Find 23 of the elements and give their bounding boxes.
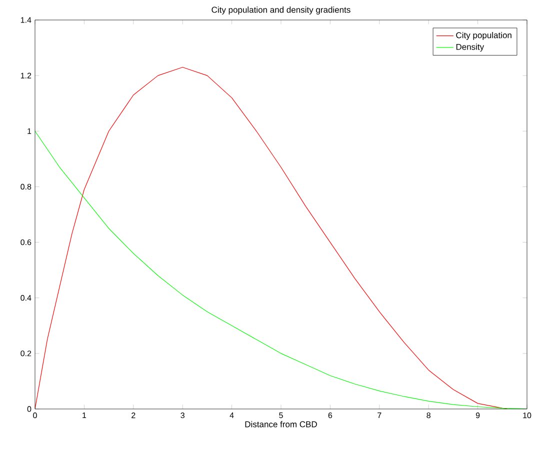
- x-tick-label: 7: [378, 412, 382, 418]
- y-tick-label: 0.6: [20, 239, 32, 246]
- x-tick-label: 9: [476, 412, 480, 418]
- x-tick-label: 0: [33, 412, 37, 418]
- x-tick-label: 4: [230, 412, 234, 418]
- x-tick-label: 2: [132, 412, 136, 418]
- y-tick-label: 1: [28, 128, 32, 134]
- y-tick-label: 0.4: [20, 295, 32, 301]
- chart-title: City population and density gradients: [212, 6, 350, 14]
- y-tick-label: 0.2: [20, 350, 32, 356]
- x-tick-label: 6: [328, 412, 332, 418]
- x-tick-label: 8: [426, 412, 430, 418]
- x-tick-label: 5: [279, 412, 283, 418]
- y-tick-label: 0.8: [20, 184, 32, 190]
- legend-label: City population: [456, 32, 512, 40]
- y-tick-label: 1.4: [20, 17, 32, 23]
- legend-label: Density: [456, 44, 484, 52]
- x-tick-label: 10: [523, 412, 532, 418]
- x-tick-label: 3: [180, 412, 184, 418]
- y-tick-label: 1.2: [20, 72, 32, 78]
- x-axis-title: Distance from CBD: [245, 421, 317, 428]
- x-tick-label: 1: [82, 412, 86, 418]
- y-tick-label: 0: [27, 406, 32, 412]
